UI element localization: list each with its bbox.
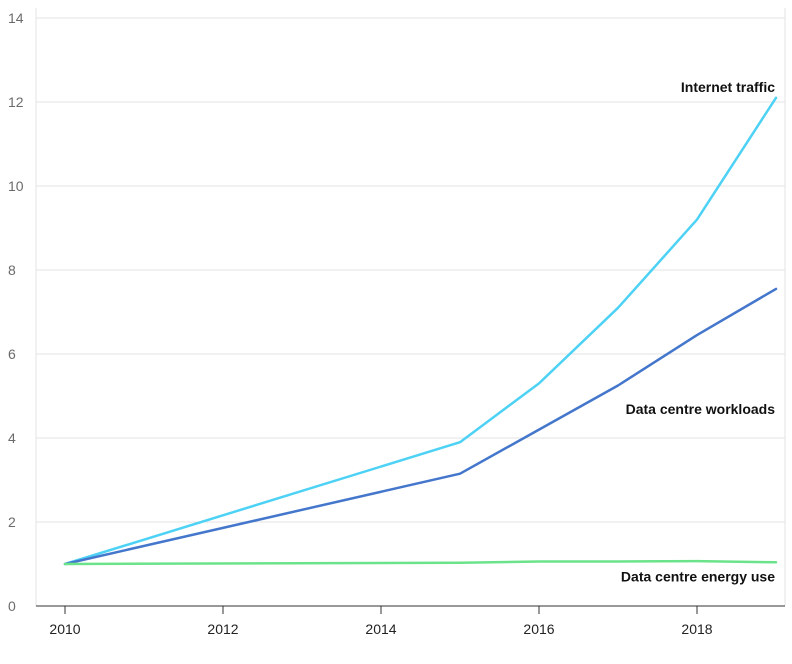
gridlines [35, 8, 786, 606]
y-tick-label: 2 [8, 514, 16, 530]
x-axis-ticks: 2010 2012 2014 2016 2018 [49, 606, 713, 637]
series-line-internet-traffic [63, 96, 778, 566]
series-label-data-centre-workloads: Data centre workloads [626, 401, 776, 417]
x-tick-label: 2016 [523, 621, 554, 637]
y-tick-label: 10 [8, 178, 24, 194]
y-tick-label: 8 [8, 262, 16, 278]
series-line-data-centre-energy-use [63, 559, 778, 566]
y-tick-label: 4 [8, 430, 16, 446]
series-label-internet-traffic: Internet traffic [681, 79, 775, 95]
y-axis-ticks: 0 2 4 6 8 10 12 14 [8, 10, 24, 614]
x-tick-label: 2018 [681, 621, 712, 637]
y-tick-label: 0 [8, 598, 16, 614]
y-tick-label: 6 [8, 346, 16, 362]
series-lines [63, 96, 778, 566]
y-tick-label: 12 [8, 94, 24, 110]
x-tick-label: 2012 [207, 621, 238, 637]
x-tick-label: 2010 [49, 621, 80, 637]
y-tick-label: 14 [8, 10, 24, 26]
x-tick-label: 2014 [365, 621, 396, 637]
series-labels: Internet traffic Data centre workloads Dat… [621, 79, 775, 585]
series-line-data-centre-workloads [63, 287, 778, 566]
series-label-data-centre-energy-use: Data centre energy use [621, 568, 775, 584]
